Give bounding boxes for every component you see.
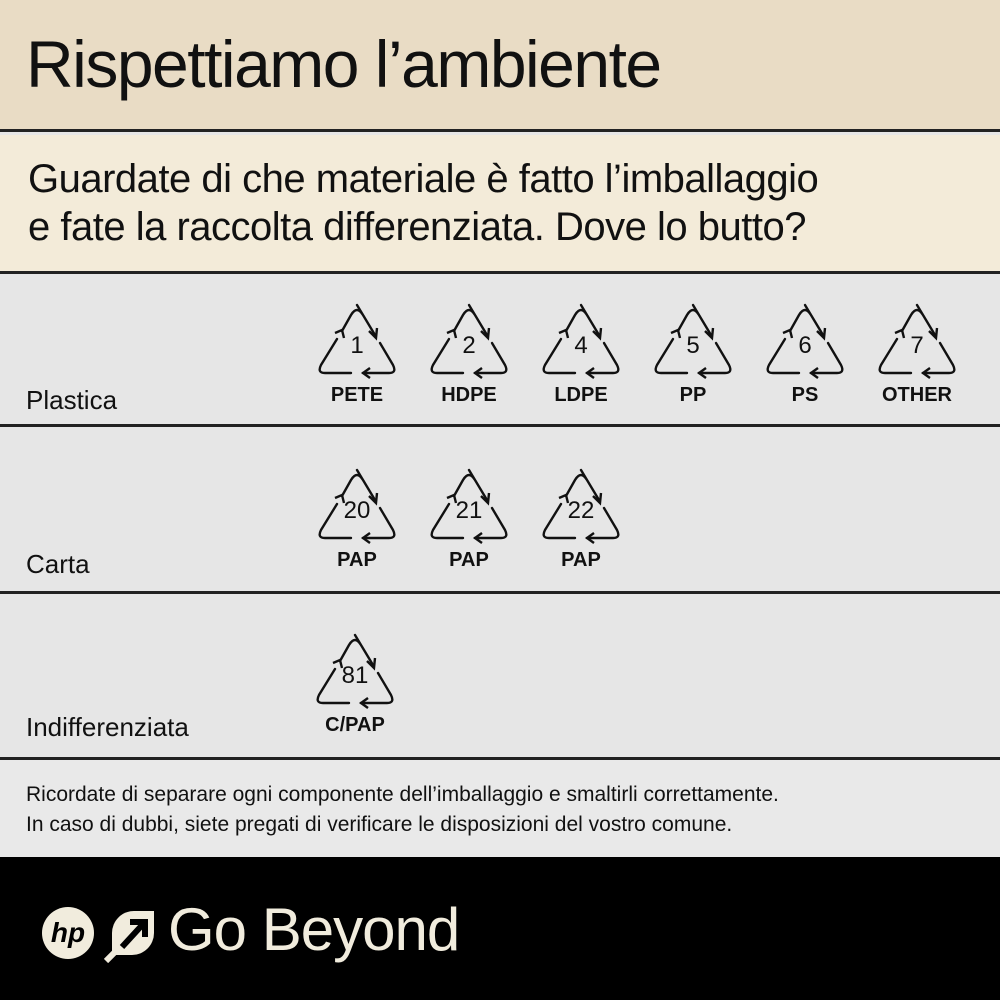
recycling-symbol: 22 PAP	[531, 465, 631, 572]
material-label: PAP	[337, 549, 377, 571]
material-label: PAP	[449, 549, 489, 571]
recycling-symbol: 1 PETE	[307, 300, 407, 407]
recycle-triangle-icon	[542, 468, 620, 544]
recycling-symbol: 5 PP	[643, 300, 743, 407]
material-label: C/PAP	[325, 714, 385, 736]
recycling-symbol: 6 PS	[755, 300, 855, 407]
note: Ricordate di separare ogni componente de…	[0, 760, 1000, 857]
recycle-triangle-icon	[766, 303, 844, 379]
recycling-symbol: 81 C/PAP	[305, 630, 405, 737]
section-indifferenziata: Indifferenziata	[0, 594, 1000, 760]
section-label: Plastica	[26, 385, 118, 415]
material-label: PS	[791, 384, 819, 406]
recycle-triangle-icon	[318, 468, 396, 544]
material-label: HDPE	[441, 384, 497, 406]
recycling-symbol: 7 OTHER	[867, 300, 967, 407]
resin-code: 81	[341, 662, 369, 689]
subtitle: Guardate di che materiale è fatto l’imba…	[28, 157, 819, 249]
resin-code: 2	[462, 332, 476, 359]
resin-code: 1	[350, 332, 364, 359]
tagline: Go Beyond	[168, 896, 460, 963]
material-label: PETE	[330, 384, 384, 406]
recycling-symbol: 21 PAP	[419, 465, 519, 572]
hp-logo-icon: hp	[42, 907, 94, 959]
section-label: Indifferenziata	[26, 712, 189, 742]
material-label: PAP	[561, 549, 601, 571]
resin-code: 5	[686, 332, 700, 359]
svg-text:hp: hp	[51, 917, 85, 948]
recycle-triangle-icon	[878, 303, 956, 379]
recycle-triangle-icon	[430, 303, 508, 379]
resin-code: 22	[567, 497, 595, 524]
resin-code: 7	[910, 332, 924, 359]
footer: hp Go Beyond	[0, 857, 1000, 1000]
resin-code: 21	[455, 497, 483, 524]
section-carta: Carta	[0, 427, 1000, 594]
resin-code: 4	[574, 332, 588, 359]
header: Rispettiamo l’ambiente	[0, 0, 1000, 132]
material-label: OTHER	[882, 384, 952, 406]
recycling-symbol: 4 LDPE	[531, 300, 631, 407]
recycle-triangle-icon	[654, 303, 732, 379]
recycle-triangle-icon	[542, 303, 620, 379]
resin-code: 20	[343, 497, 371, 524]
page-title: Rispettiamo l’ambiente	[26, 27, 662, 101]
recycle-triangle-icon	[318, 303, 396, 379]
subtitle-band: Guardate di che materiale è fatto l’imba…	[0, 135, 1000, 274]
recycle-triangle-icon	[430, 468, 508, 544]
resin-code: 6	[798, 332, 812, 359]
recycle-triangle-icon	[316, 633, 394, 709]
recycling-symbol: 2 HDPE	[419, 300, 519, 407]
arrow-up-right-icon	[104, 911, 154, 963]
material-label: LDPE	[554, 384, 608, 406]
recycling-symbol: 20 PAP	[307, 465, 407, 572]
section-label: Carta	[26, 549, 90, 579]
material-label: PP	[679, 384, 707, 406]
